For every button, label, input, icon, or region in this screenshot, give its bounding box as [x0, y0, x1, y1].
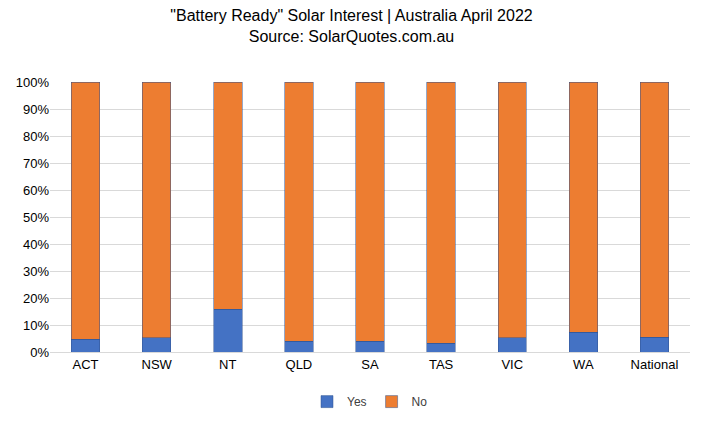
svg-text:National: National	[631, 357, 679, 372]
svg-text:40%: 40%	[23, 237, 49, 252]
svg-text:90%: 90%	[23, 102, 49, 117]
svg-text:QLD: QLD	[286, 357, 313, 372]
svg-text:VIC: VIC	[501, 357, 523, 372]
svg-text:30%: 30%	[23, 264, 49, 279]
svg-text:10%: 10%	[23, 318, 49, 333]
svg-text:50%: 50%	[23, 210, 49, 225]
svg-text:80%: 80%	[23, 129, 49, 144]
svg-text:20%: 20%	[23, 291, 49, 306]
svg-text:70%: 70%	[23, 156, 49, 171]
svg-text:"Battery Ready" Solar Interest: "Battery Ready" Solar Interest | Austral…	[170, 7, 532, 45]
svg-text:ACT: ACT	[73, 357, 99, 372]
svg-text:Yes: Yes	[347, 395, 367, 409]
svg-text:WA: WA	[573, 357, 594, 372]
svg-text:60%: 60%	[23, 183, 49, 198]
svg-text:SA: SA	[361, 357, 379, 372]
svg-text:TAS: TAS	[429, 357, 454, 372]
svg-text:100%: 100%	[16, 75, 50, 90]
svg-text:NT: NT	[219, 357, 236, 372]
svg-text:0%: 0%	[30, 345, 49, 360]
svg-text:No: No	[412, 395, 428, 409]
svg-text:NSW: NSW	[141, 357, 172, 372]
